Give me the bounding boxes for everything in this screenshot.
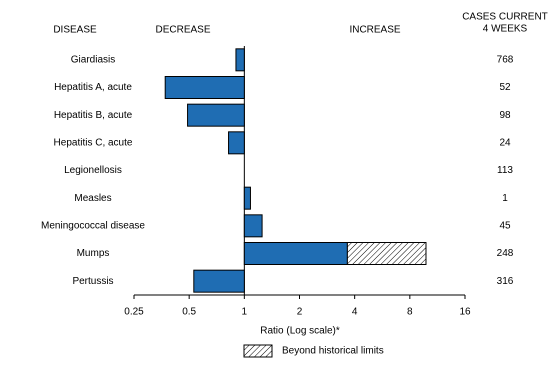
x-axis-label: Ratio (Log scale)* bbox=[260, 326, 340, 337]
cases-value: 768 bbox=[497, 54, 514, 65]
cases-value: 316 bbox=[497, 276, 514, 287]
category-label: Giardiasis bbox=[71, 54, 115, 65]
bar bbox=[235, 48, 245, 72]
cases-value: 1 bbox=[502, 193, 508, 204]
bar bbox=[164, 76, 245, 99]
x-tick-label: 2 bbox=[297, 307, 303, 318]
cases-value: 45 bbox=[499, 220, 511, 231]
x-tick-label: 4 bbox=[352, 307, 358, 318]
x-tick-label: 8 bbox=[407, 307, 413, 318]
x-tick-label: 1 bbox=[242, 307, 248, 318]
cases-value: 248 bbox=[497, 248, 514, 259]
category-label: Mumps bbox=[77, 248, 110, 259]
category-label: Meningococcal disease bbox=[41, 220, 145, 231]
category-label: Hepatitis A, acute bbox=[54, 82, 132, 93]
bar-beyond-limits bbox=[346, 242, 427, 265]
cases-value: 113 bbox=[497, 165, 513, 176]
cases-value: 52 bbox=[499, 82, 511, 93]
bar bbox=[243, 186, 251, 210]
bar bbox=[187, 103, 245, 127]
category-label: Pertussis bbox=[72, 276, 113, 287]
disease-header: DISEASE bbox=[53, 25, 97, 36]
bar bbox=[243, 214, 263, 238]
category-label: Measles bbox=[74, 193, 111, 204]
x-tick-label: 0.5 bbox=[182, 307, 196, 318]
bar bbox=[193, 269, 245, 293]
x-tick-label: 0.25 bbox=[124, 307, 144, 318]
legend-swatch bbox=[243, 344, 273, 358]
bar bbox=[228, 131, 245, 155]
category-label: Legionellosis bbox=[64, 165, 122, 176]
legend-label: Beyond historical limits bbox=[282, 346, 384, 357]
cases-header: CASES CURRENT bbox=[462, 12, 548, 23]
cases-value: 98 bbox=[499, 110, 511, 121]
category-label: Hepatitis C, acute bbox=[54, 137, 133, 148]
increase-header: INCREASE bbox=[349, 25, 400, 36]
cases-header: 4 WEEKS bbox=[483, 24, 528, 35]
bar bbox=[243, 242, 348, 265]
cases-value: 24 bbox=[499, 137, 511, 148]
decrease-header: DECREASE bbox=[155, 25, 210, 36]
category-label: Hepatitis B, acute bbox=[54, 110, 133, 121]
x-tick-label: 16 bbox=[459, 307, 471, 318]
